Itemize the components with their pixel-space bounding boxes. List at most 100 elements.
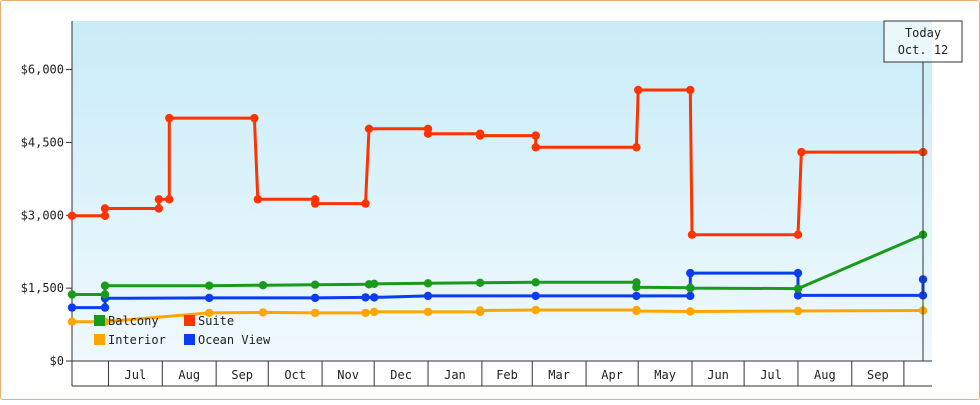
series-line-ocean-view <box>70 271 925 310</box>
data-point-ocean-view <box>531 291 540 301</box>
data-point-ocean-view <box>100 303 110 312</box>
x-tick-label: May <box>654 368 676 382</box>
data-point-balcony <box>258 281 268 290</box>
series-layer <box>67 85 928 326</box>
data-point-suite <box>154 195 163 204</box>
data-point-suite <box>100 204 110 213</box>
data-point-interior <box>67 317 77 326</box>
x-tick-label: Jul <box>125 368 147 382</box>
x-tick-label: Apr <box>601 368 623 382</box>
data-point-balcony <box>67 290 77 299</box>
x-axis: Jul Aug Sep Oct Nov Dec Jan Feb Mar Apr May Jun Jul A… <box>72 360 932 387</box>
data-point-suite <box>687 230 697 239</box>
data-point-ocean-view <box>423 291 433 301</box>
data-point-suite <box>632 143 641 152</box>
data-point-interior <box>632 306 641 316</box>
data-point-balcony <box>793 284 803 293</box>
data-point-balcony <box>531 278 540 287</box>
data-point-ocean-view <box>686 268 695 278</box>
data-point-ocean-view <box>67 303 77 312</box>
x-tick-label: Aug <box>178 368 200 382</box>
x-tick-label: Mar <box>548 368 570 382</box>
data-point-interior <box>258 308 268 317</box>
data-point-interior <box>793 306 803 316</box>
legend-label-balcony: Balcony <box>108 314 159 328</box>
data-point-ocean-view <box>361 293 370 302</box>
data-point-ocean-view <box>632 291 641 301</box>
data-point-suite <box>797 147 806 157</box>
data-point-interior <box>370 307 379 317</box>
data-point-ocean-view <box>205 293 214 303</box>
data-point-interior <box>361 308 370 318</box>
x-tick-label: Jun <box>707 368 729 382</box>
series-line-interior <box>70 308 925 324</box>
data-point-interior <box>310 308 320 318</box>
data-point-balcony <box>686 283 695 293</box>
data-point-ocean-view <box>370 293 379 302</box>
legend-label-ocean-view: Ocean View <box>198 333 271 347</box>
data-point-suite <box>67 211 77 220</box>
legend-swatch-interior <box>94 334 105 345</box>
y-tick-label: $0 <box>50 354 64 368</box>
x-tick-label: Aug <box>814 368 836 382</box>
y-tick-label: $3,000 <box>21 208 64 222</box>
series-ocean-view <box>67 268 928 312</box>
series-interior <box>67 305 928 326</box>
data-point-ocean-view <box>310 293 320 303</box>
data-point-balcony <box>100 281 110 290</box>
data-point-balcony <box>423 279 433 288</box>
plot-background <box>72 21 932 361</box>
data-point-interior <box>205 308 214 318</box>
data-point-suite <box>310 199 320 208</box>
y-axis: $0 $1,500 $3,000 $4,500 $6,000 <box>21 21 73 386</box>
data-point-balcony <box>205 281 214 290</box>
x-tick-label: Sep <box>231 368 253 382</box>
x-tick-label: Jan <box>444 368 466 382</box>
x-tick-label: Nov <box>337 368 359 382</box>
data-point-suite <box>154 204 163 213</box>
data-point-suite <box>793 230 803 239</box>
x-tick-label: Dec <box>390 368 412 382</box>
data-point-interior <box>475 306 485 315</box>
legend-swatch-balcony <box>94 315 105 326</box>
data-point-suite <box>165 113 174 123</box>
data-point-suite <box>475 131 485 140</box>
data-point-interior <box>423 307 433 317</box>
data-point-suite <box>531 143 540 152</box>
data-point-balcony <box>310 280 320 289</box>
data-point-interior <box>686 307 695 316</box>
x-tick-label: Oct <box>284 368 306 382</box>
data-point-balcony <box>475 278 485 287</box>
data-point-suite <box>250 113 259 123</box>
today-box <box>883 20 963 63</box>
data-point-suite <box>531 131 540 140</box>
today-date-label: Oct. 12 <box>898 43 949 57</box>
x-tick-label: Feb <box>496 368 518 382</box>
legend-label-interior: Interior <box>108 333 166 347</box>
data-point-suite <box>364 124 374 133</box>
data-point-balcony <box>100 290 110 299</box>
today-marker: Today Oct. 12 <box>883 20 963 361</box>
data-point-ocean-view <box>686 291 695 301</box>
y-tick-label: $4,500 <box>21 135 64 149</box>
data-point-ocean-view <box>793 268 803 278</box>
today-label: Today <box>905 26 941 40</box>
series-suite <box>67 85 928 239</box>
legend: Balcony Suite Interior Ocean View <box>94 314 271 347</box>
legend-label-suite: Suite <box>198 314 234 328</box>
data-point-balcony <box>632 283 641 292</box>
y-tick-label: $1,500 <box>21 281 64 295</box>
legend-swatch-suite <box>184 315 195 326</box>
data-point-suite <box>100 211 110 220</box>
data-point-ocean-view <box>793 291 803 300</box>
x-tick-label: Sep <box>867 368 889 382</box>
data-point-suite <box>423 129 433 138</box>
data-point-suite <box>253 195 262 204</box>
data-point-suite <box>634 85 643 95</box>
legend-swatch-ocean-view <box>184 334 195 345</box>
data-point-balcony <box>370 279 379 288</box>
series-balcony <box>67 230 928 299</box>
data-point-suite <box>165 195 174 204</box>
